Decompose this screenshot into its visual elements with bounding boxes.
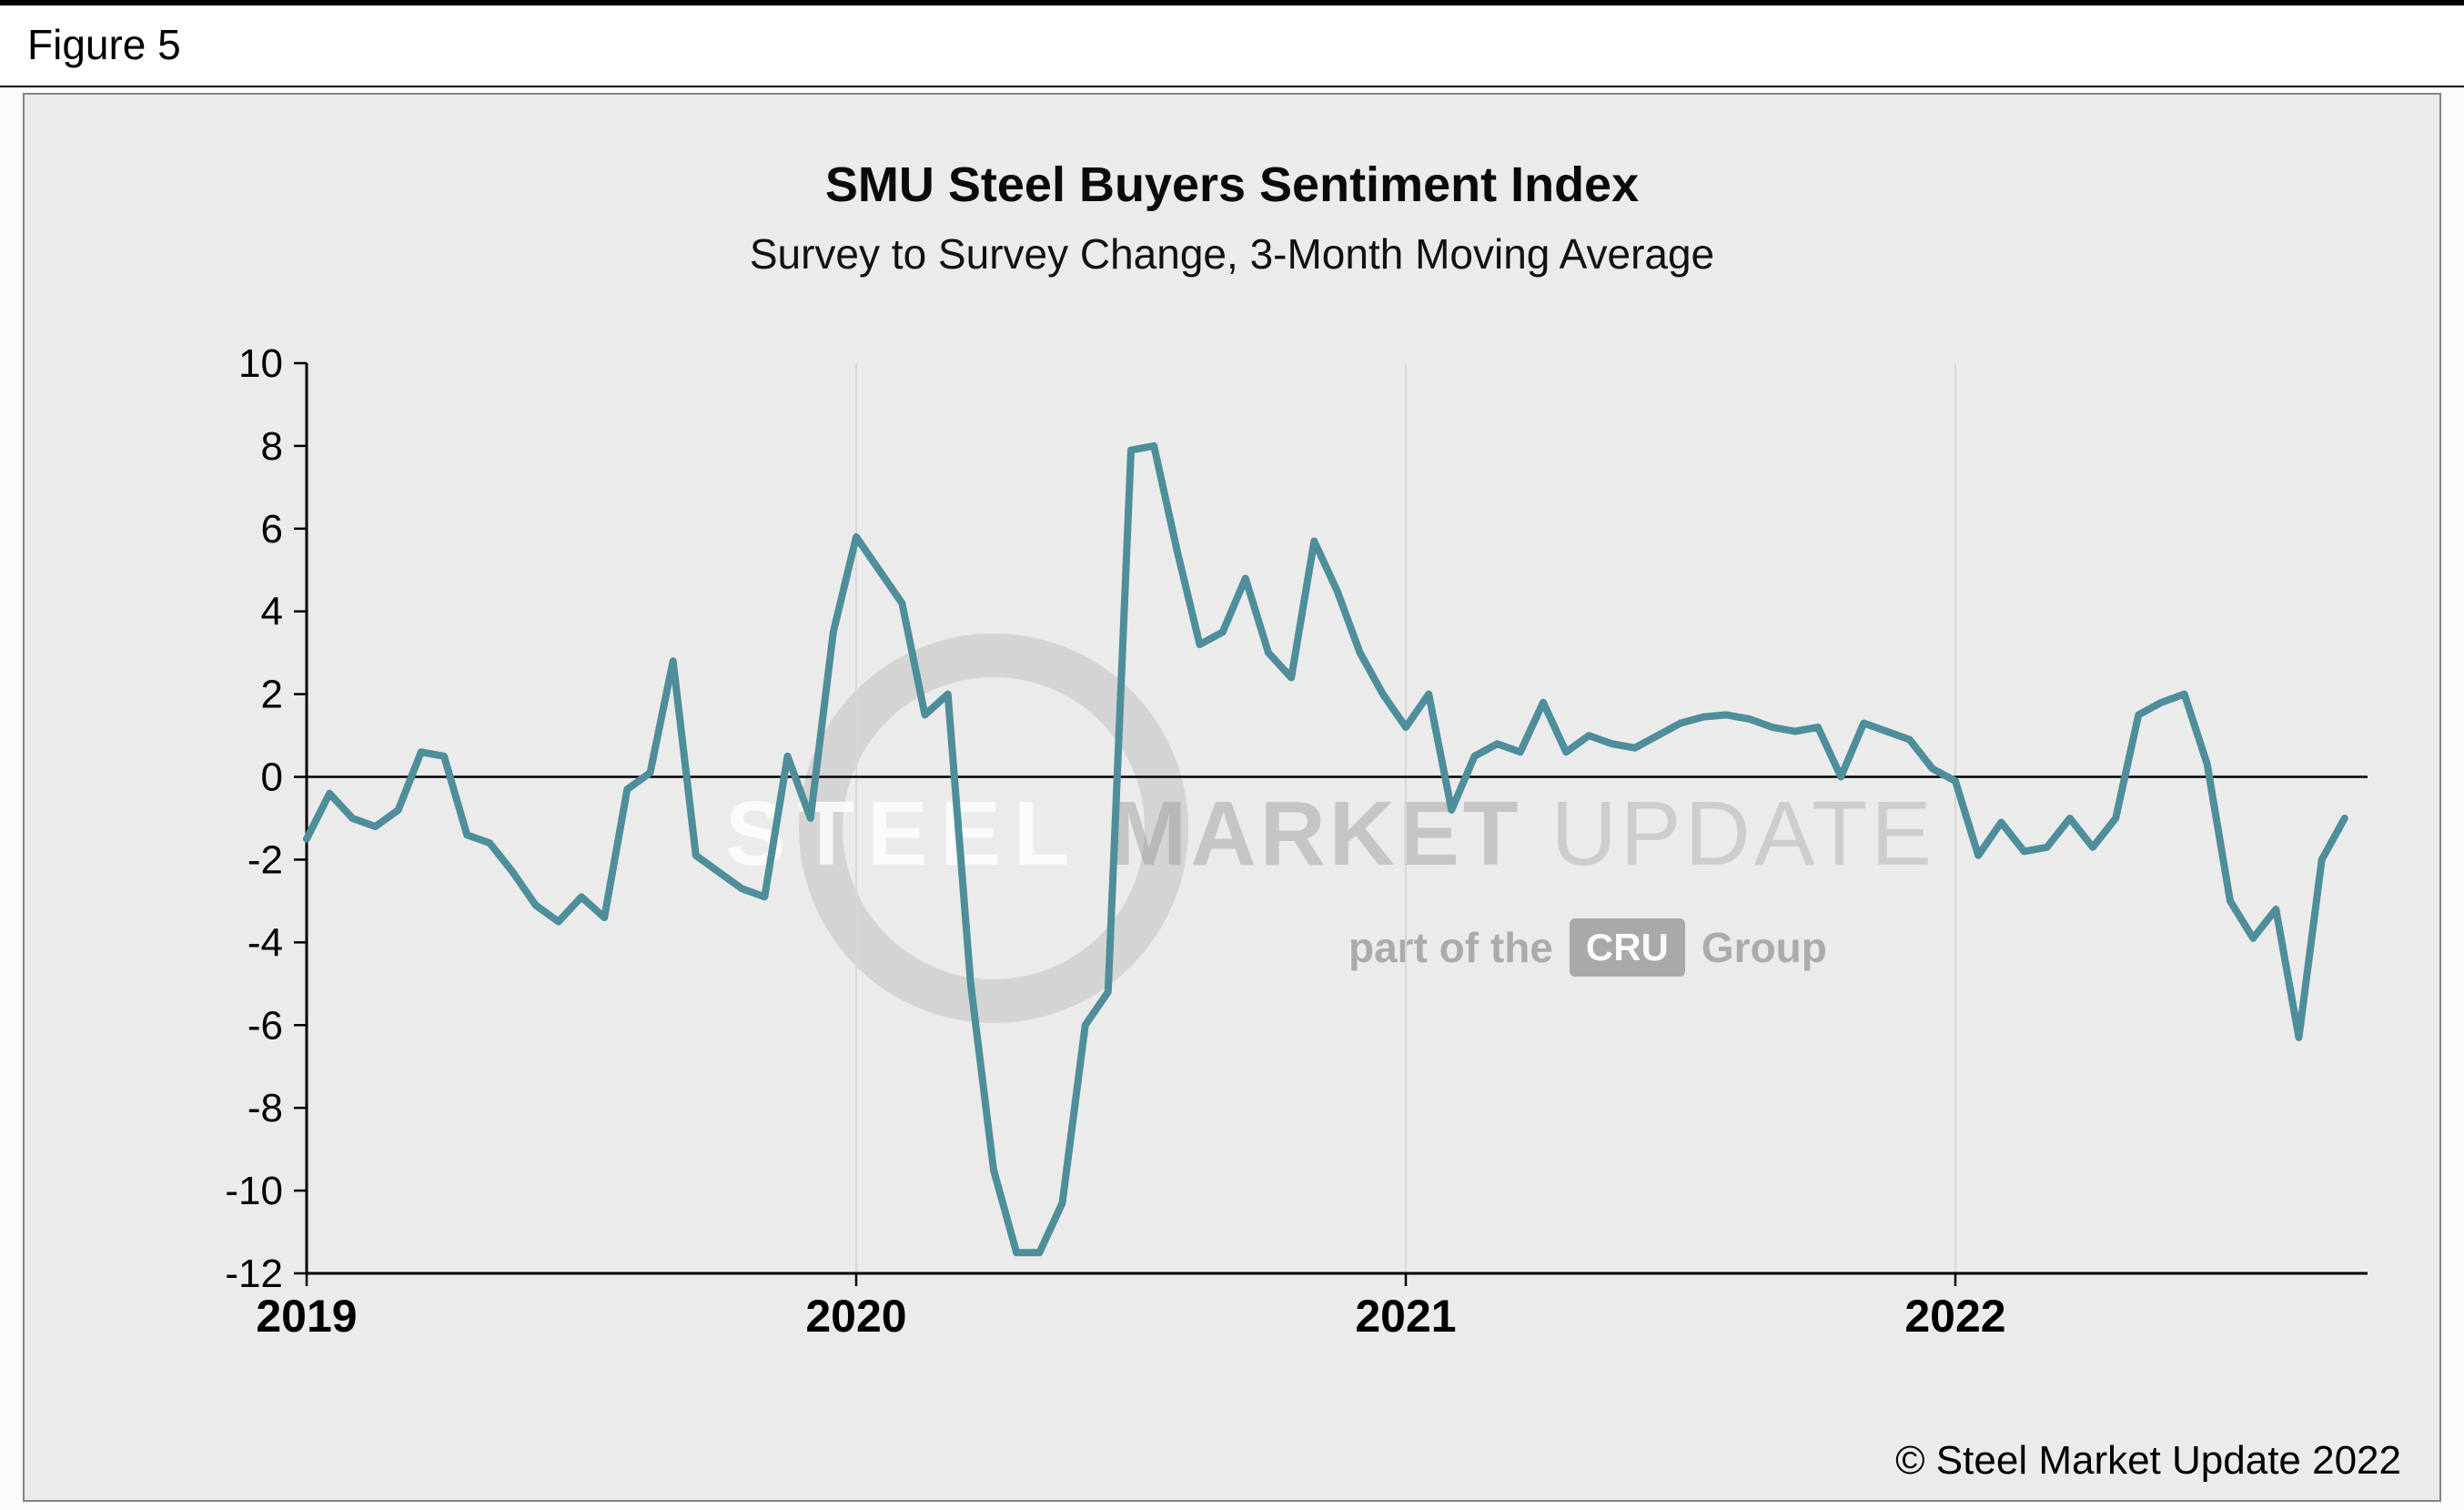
figure-header-strip: Figure 5 [0, 0, 2464, 87]
y-tick-label: 10 [238, 341, 283, 386]
sentiment-index-series [303, 441, 2348, 1257]
y-tick-label: 8 [261, 424, 283, 469]
x-tick-label: 2020 [805, 1291, 906, 1342]
y-tick-label: 2 [261, 673, 283, 717]
cru-logo-icon: CRU [1569, 918, 1685, 977]
watermark-update: UPDATE [1521, 783, 1935, 885]
watermark-tagline-suffix: Group [1701, 924, 1827, 971]
figure-label: Figure 5 [27, 21, 181, 68]
y-tick-label: -4 [247, 920, 283, 965]
x-tick-label: 2022 [1904, 1291, 2005, 1342]
watermark-brand-text: STEEL MARKET UPDATE [725, 782, 1935, 887]
y-tick-label: 6 [261, 507, 283, 552]
chart-subtitle: Survey to Survey Change, 3-Month Moving … [749, 230, 1715, 278]
y-tick-label: -6 [247, 1003, 283, 1048]
y-tick-label: -2 [247, 837, 283, 882]
y-tick-label: -10 [225, 1169, 283, 1213]
y-tick-label: 0 [261, 755, 283, 800]
y-tick-label: -8 [247, 1086, 283, 1130]
chart-panel: SMU Steel Buyers Sentiment Index Survey … [23, 93, 2441, 1502]
x-tick-label: 2021 [1355, 1291, 1456, 1342]
copyright-text: © Steel Market Update 2022 [1895, 1438, 2401, 1483]
watermark-tagline-prefix: part of the [1348, 924, 1553, 971]
x-tick-label: 2019 [256, 1291, 357, 1342]
chart-title: SMU Steel Buyers Sentiment Index [824, 157, 1640, 212]
y-tick-label: -12 [225, 1252, 283, 1296]
y-tick-label: 4 [261, 590, 283, 634]
watermark-tagline: part of the CRU Group [1348, 918, 1827, 977]
